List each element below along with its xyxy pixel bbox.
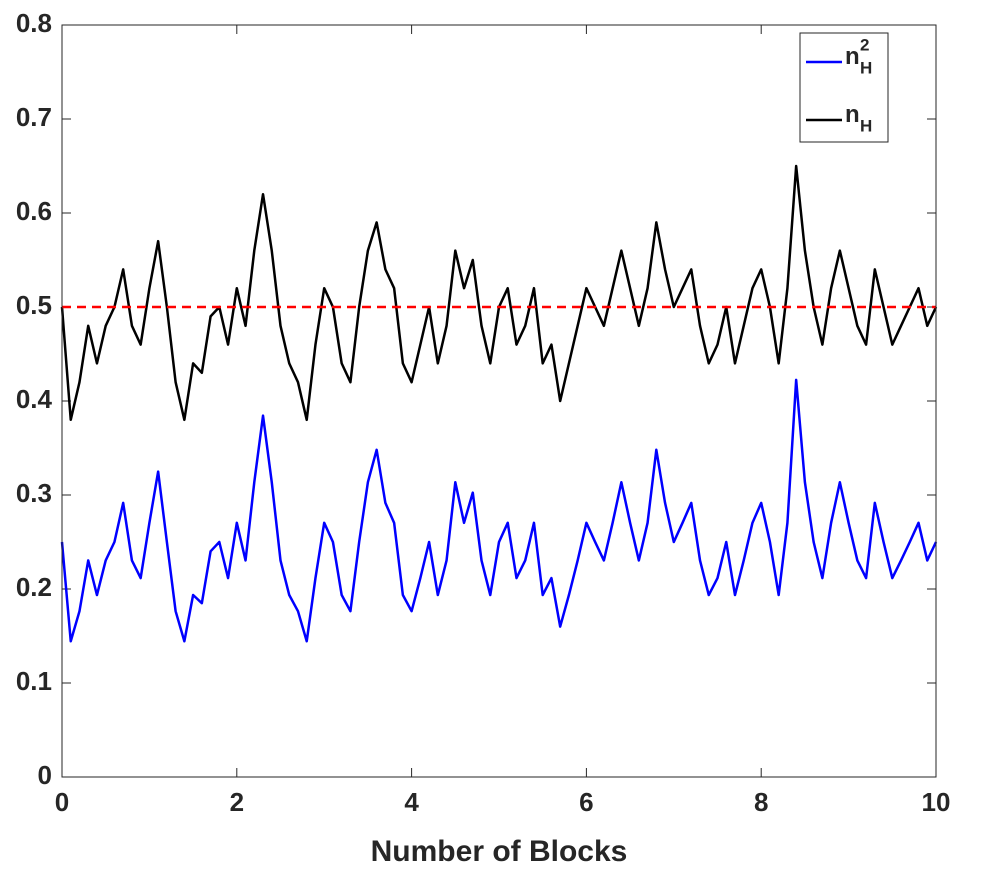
y-tick-label: 0.1 <box>16 666 52 696</box>
legend-sub: H <box>860 58 872 77</box>
plot-frame <box>61 24 937 778</box>
x-tick-label: 4 <box>404 787 419 817</box>
legend-label: n <box>845 101 860 128</box>
legend-label: n <box>845 43 860 70</box>
y-tick-label: 0.5 <box>16 290 52 320</box>
x-tick-label: 6 <box>579 787 593 817</box>
y-tick-label: 0.2 <box>16 572 52 602</box>
series-line <box>60 164 938 422</box>
legend-sub: H <box>860 116 872 135</box>
legend-name: n <box>845 101 860 128</box>
legend-sup: 2 <box>860 35 869 54</box>
y-tick-label: 0.7 <box>16 102 52 132</box>
x-tick-label: 10 <box>922 787 951 817</box>
y-tick-label: 0.3 <box>16 478 52 508</box>
x-tick-label: 8 <box>754 787 768 817</box>
series-line <box>60 378 938 643</box>
y-tick-label: 0 <box>38 760 52 790</box>
x-axis-label: Number of Blocks <box>371 835 628 868</box>
legend-box <box>799 32 889 143</box>
x-tick-label: 0 <box>55 787 69 817</box>
y-tick-label: 0.4 <box>16 384 53 414</box>
y-tick-label: 0.8 <box>16 8 52 38</box>
y-tick-label: 0.6 <box>16 196 52 226</box>
x-tick-label: 2 <box>230 787 244 817</box>
legend-name: n <box>845 43 860 70</box>
